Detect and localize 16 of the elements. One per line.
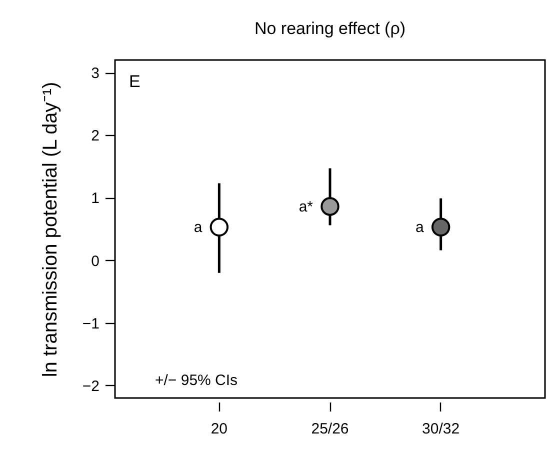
y-tick-label: 3 xyxy=(91,65,100,82)
x-tick-label: 30/32 xyxy=(422,420,460,438)
annotation: a xyxy=(415,219,424,236)
x-tick-label: 25/26 xyxy=(311,420,349,438)
annotation: a xyxy=(194,219,203,236)
x-tick-label: 20 xyxy=(210,420,228,438)
annotation: E xyxy=(129,72,140,91)
y-tick-label: −2 xyxy=(82,378,100,395)
y-axis-title: ln transmission potential (L day⁻¹) xyxy=(39,82,62,378)
annotation: a* xyxy=(298,198,314,216)
annotation: +/− 95% CIs xyxy=(155,372,238,389)
y-tick-label: 1 xyxy=(91,190,100,208)
y-tick-label: 0 xyxy=(91,252,100,270)
chart-title: No rearing effect (ρ) xyxy=(254,19,406,38)
y-tick-label: −1 xyxy=(82,315,100,332)
y-tick-label: 2 xyxy=(91,128,100,145)
